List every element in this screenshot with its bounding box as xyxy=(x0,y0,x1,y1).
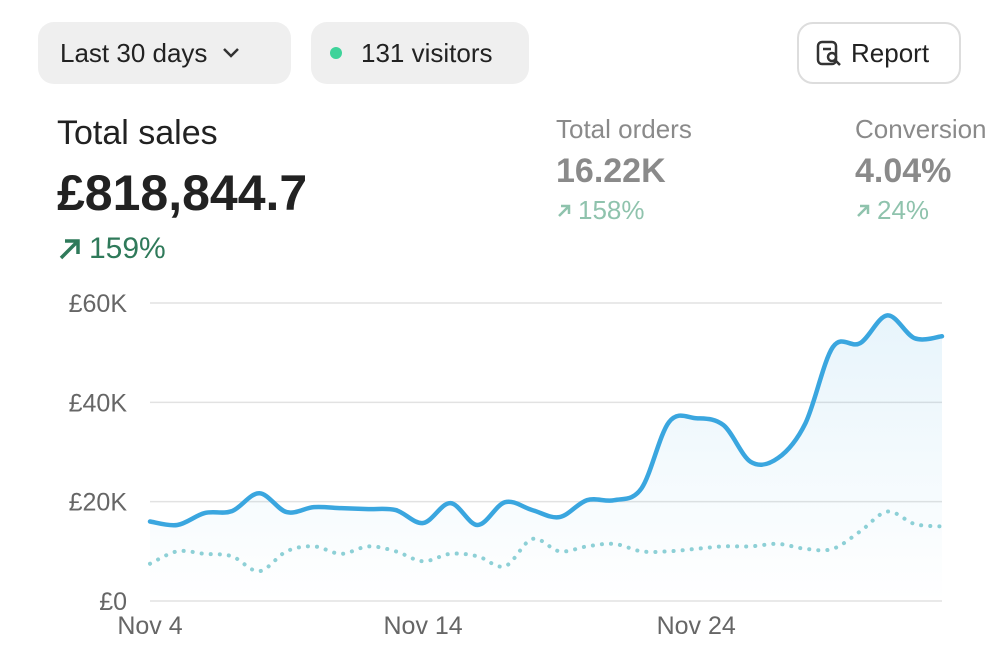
live-dot xyxy=(330,47,342,59)
metric-label: Total orders xyxy=(556,114,692,144)
up-arrow xyxy=(558,204,571,217)
y-tick-label: £40K xyxy=(69,389,128,417)
metric-change-value: 159% xyxy=(89,232,166,265)
metric-change-value: 24% xyxy=(877,195,930,225)
metric-value: 4.04% xyxy=(855,152,952,190)
metric-change: 159% xyxy=(57,232,166,266)
y-tick-label: £0 xyxy=(99,588,127,616)
area-fill xyxy=(150,315,942,601)
metric-value: 16.22K xyxy=(556,152,666,190)
series-line xyxy=(148,509,944,574)
metric-change-value: 158% xyxy=(578,195,645,225)
metric-change: 24% xyxy=(855,195,929,226)
range-label: Last 30 days xyxy=(60,37,208,68)
report-icon xyxy=(816,40,841,66)
up-arrow xyxy=(857,204,870,217)
visitors-pill[interactable]: 131 visitors xyxy=(311,22,529,84)
metric-label: Total sales xyxy=(57,114,218,152)
report-button[interactable]: Report xyxy=(797,22,961,84)
metric-change: 158% xyxy=(556,195,645,226)
x-tick-label: Nov 24 xyxy=(657,612,736,640)
report-label: Report xyxy=(851,37,930,68)
metric-value: £818,844.7 xyxy=(57,165,308,221)
y-tick-label: £60K xyxy=(69,290,128,318)
y-tick-label: £20K xyxy=(69,489,128,517)
x-tick-label: Nov 4 xyxy=(117,612,182,640)
visitors-label: 131 visitors xyxy=(361,37,493,68)
chevron xyxy=(223,48,240,58)
metric-label: Conversion xyxy=(855,114,987,144)
up-arrow xyxy=(59,239,80,260)
range-button[interactable]: Last 30 days xyxy=(38,22,291,84)
x-tick-label: Nov 14 xyxy=(383,612,462,640)
series-line xyxy=(147,313,945,528)
